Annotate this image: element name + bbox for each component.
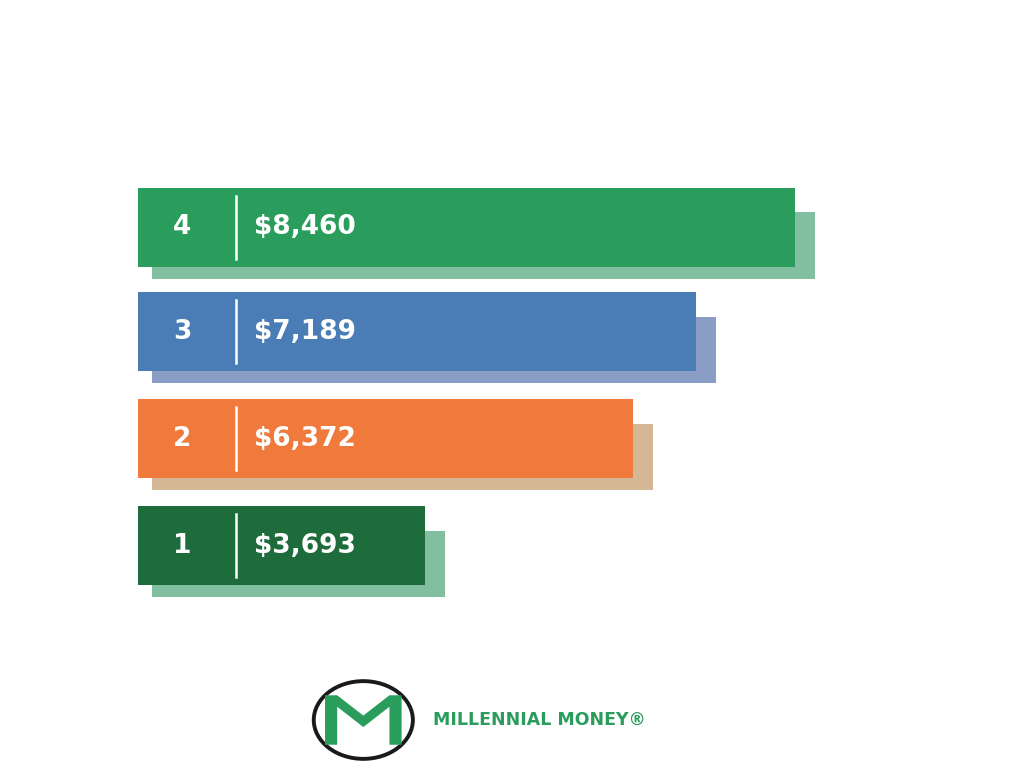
Text: $7,189: $7,189 <box>254 319 356 345</box>
Text: 4: 4 <box>173 214 191 240</box>
FancyBboxPatch shape <box>138 293 696 371</box>
Text: $3,693: $3,693 <box>254 533 355 559</box>
Text: MILLENNIAL MONEY®: MILLENNIAL MONEY® <box>433 711 646 729</box>
Ellipse shape <box>313 681 413 759</box>
Text: AVERAGE MONTHLY EXPENSES BY HOUSEHOLD SIZE: AVERAGE MONTHLY EXPENSES BY HOUSEHOLD SI… <box>39 48 888 75</box>
Text: $8,460: $8,460 <box>254 214 355 240</box>
FancyBboxPatch shape <box>138 506 425 585</box>
FancyBboxPatch shape <box>152 316 716 383</box>
Text: 2: 2 <box>173 425 191 452</box>
Text: 1: 1 <box>173 533 191 559</box>
FancyBboxPatch shape <box>152 212 815 279</box>
FancyBboxPatch shape <box>138 188 795 266</box>
Text: 3: 3 <box>173 319 191 345</box>
FancyBboxPatch shape <box>138 399 633 478</box>
Polygon shape <box>353 695 373 711</box>
FancyBboxPatch shape <box>152 531 444 598</box>
Text: $6,372: $6,372 <box>254 425 355 452</box>
Polygon shape <box>325 695 401 745</box>
FancyBboxPatch shape <box>152 424 652 490</box>
